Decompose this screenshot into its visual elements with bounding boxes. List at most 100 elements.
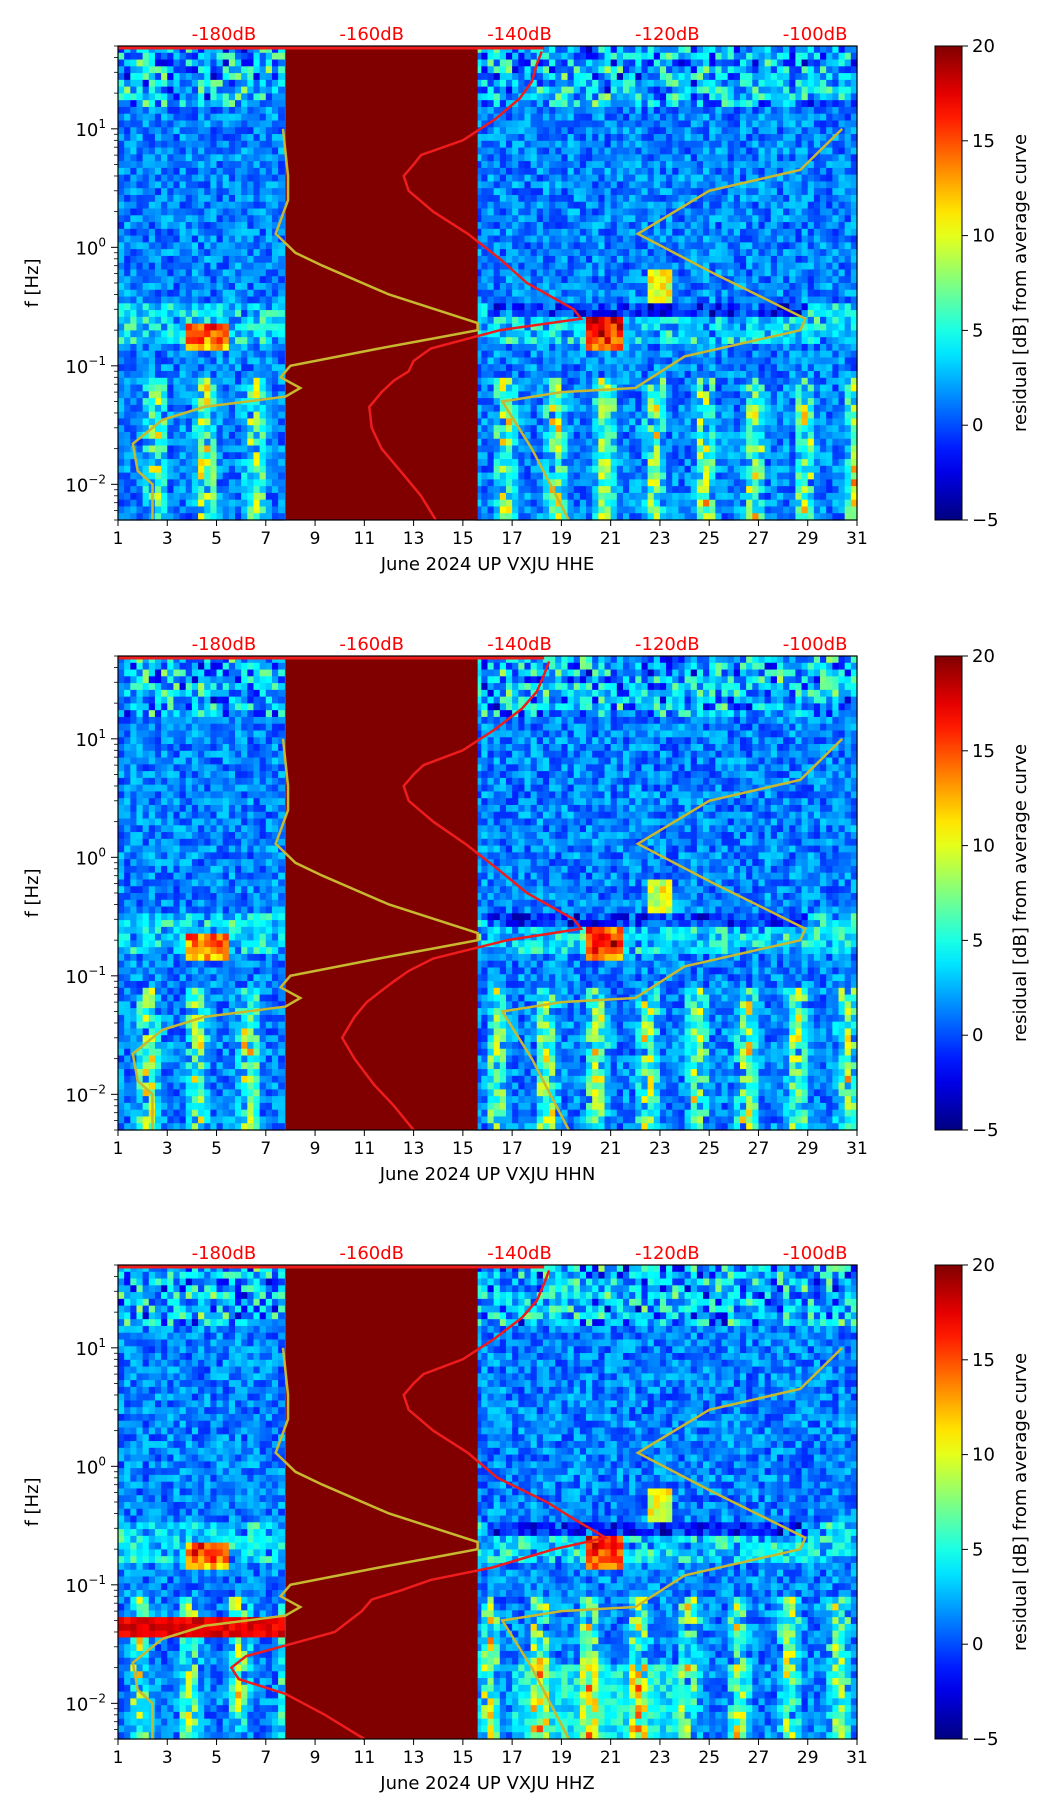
heatmap-cell bbox=[666, 100, 673, 108]
heatmap-cell bbox=[586, 283, 593, 291]
heatmap-cell bbox=[148, 93, 156, 101]
heatmap-cell bbox=[228, 249, 236, 257]
heatmap-cell bbox=[684, 100, 692, 108]
heatmap-cell bbox=[247, 66, 255, 74]
heatmap-cell bbox=[136, 316, 144, 325]
heatmap-cell bbox=[505, 350, 513, 359]
heatmap-cell bbox=[739, 66, 747, 74]
heatmap-cell bbox=[604, 188, 612, 196]
heatmap-cell bbox=[561, 276, 569, 284]
heatmap-cell bbox=[148, 86, 156, 94]
heatmap-cell bbox=[204, 201, 211, 210]
heatmap-cell bbox=[505, 418, 513, 426]
heatmap-cell bbox=[185, 86, 193, 94]
heatmap-cell bbox=[505, 242, 513, 250]
heatmap-cell bbox=[118, 303, 125, 311]
heatmap-cell bbox=[696, 452, 704, 460]
heatmap-cell bbox=[253, 411, 261, 420]
heatmap-cell bbox=[635, 201, 643, 210]
heatmap-cell bbox=[709, 79, 716, 88]
heatmap-cell bbox=[216, 398, 224, 406]
heatmap-cell bbox=[481, 371, 489, 379]
heatmap-cell bbox=[475, 296, 482, 304]
heatmap-cell bbox=[666, 350, 673, 359]
heatmap-cell bbox=[616, 140, 624, 149]
heatmap-cell bbox=[185, 479, 193, 487]
heatmap-cell bbox=[672, 472, 680, 480]
heatmap-cell bbox=[259, 506, 267, 514]
heatmap-cell bbox=[247, 371, 255, 379]
heatmap-cell bbox=[161, 438, 168, 447]
heatmap-cell bbox=[481, 249, 489, 257]
heatmap-cell bbox=[690, 174, 698, 183]
heatmap-column bbox=[204, 46, 211, 521]
heatmap-cell bbox=[561, 384, 569, 392]
heatmap-cell bbox=[136, 486, 144, 494]
heatmap-cell bbox=[235, 323, 242, 331]
heatmap-cell bbox=[167, 283, 175, 291]
heatmap-cell bbox=[622, 113, 630, 122]
heatmap-cell bbox=[247, 73, 255, 81]
heatmap-cell bbox=[118, 161, 125, 169]
heatmap-cell bbox=[524, 46, 532, 54]
heatmap-cell bbox=[210, 194, 218, 203]
heatmap-cell bbox=[475, 431, 482, 440]
heatmap-cell bbox=[684, 371, 692, 379]
heatmap-cell bbox=[499, 506, 507, 514]
heatmap-cell bbox=[604, 46, 612, 54]
heatmap-cell bbox=[653, 79, 661, 88]
heatmap-cell bbox=[154, 289, 162, 298]
heatmap-cell bbox=[629, 208, 636, 216]
heatmap-cell bbox=[549, 181, 556, 189]
heatmap-cell bbox=[536, 154, 544, 162]
heatmap-cell bbox=[278, 492, 285, 501]
heatmap-cell bbox=[561, 127, 569, 135]
heatmap-cell bbox=[530, 398, 538, 406]
heatmap-cell bbox=[715, 391, 723, 399]
heatmap-cell bbox=[659, 79, 667, 88]
heatmap-cell bbox=[647, 100, 655, 108]
heatmap-cell bbox=[690, 289, 698, 298]
heatmap-cell bbox=[499, 330, 507, 338]
heatmap-cell bbox=[653, 506, 661, 514]
heatmap-cell bbox=[647, 93, 655, 101]
heatmap-cell bbox=[210, 46, 218, 54]
heatmap-cell bbox=[598, 201, 606, 210]
heatmap-cell bbox=[118, 86, 125, 94]
heatmap-cell bbox=[666, 492, 673, 501]
heatmap-cell bbox=[549, 255, 556, 264]
heatmap-cell bbox=[487, 418, 495, 426]
heatmap-cell bbox=[592, 398, 599, 406]
heatmap-cell bbox=[715, 283, 723, 291]
heatmap-cell bbox=[179, 201, 187, 210]
heatmap-cell bbox=[154, 73, 162, 81]
heatmap-cell bbox=[530, 391, 538, 399]
heatmap-cell bbox=[210, 262, 218, 271]
heatmap-cell bbox=[518, 140, 526, 149]
heatmap-cell bbox=[271, 506, 279, 514]
heatmap-cell bbox=[475, 289, 482, 298]
heatmap-cell bbox=[481, 59, 489, 67]
heatmap-cell bbox=[709, 486, 716, 494]
heatmap-cell bbox=[586, 377, 593, 386]
heatmap-cell bbox=[265, 452, 273, 460]
heatmap-cell bbox=[561, 147, 569, 155]
heatmap-column bbox=[604, 46, 612, 521]
heatmap-cell bbox=[647, 276, 655, 284]
heatmap-cell bbox=[604, 357, 612, 365]
heatmap-cell bbox=[567, 255, 575, 264]
heatmap-cell bbox=[167, 323, 175, 331]
heatmap-cell bbox=[536, 235, 544, 243]
heatmap-cell bbox=[253, 249, 261, 257]
heatmap-cell bbox=[586, 411, 593, 420]
heatmap-cell bbox=[499, 249, 507, 257]
heatmap-cell bbox=[641, 371, 649, 379]
heatmap-cell bbox=[622, 303, 630, 311]
heatmap-cell bbox=[530, 411, 538, 420]
heatmap-cell bbox=[505, 66, 513, 74]
heatmap-cell bbox=[592, 215, 599, 223]
heatmap-cell bbox=[696, 499, 704, 508]
heatmap-cell bbox=[259, 208, 267, 216]
heatmap-cell bbox=[222, 506, 230, 514]
heatmap-cell bbox=[161, 73, 168, 81]
